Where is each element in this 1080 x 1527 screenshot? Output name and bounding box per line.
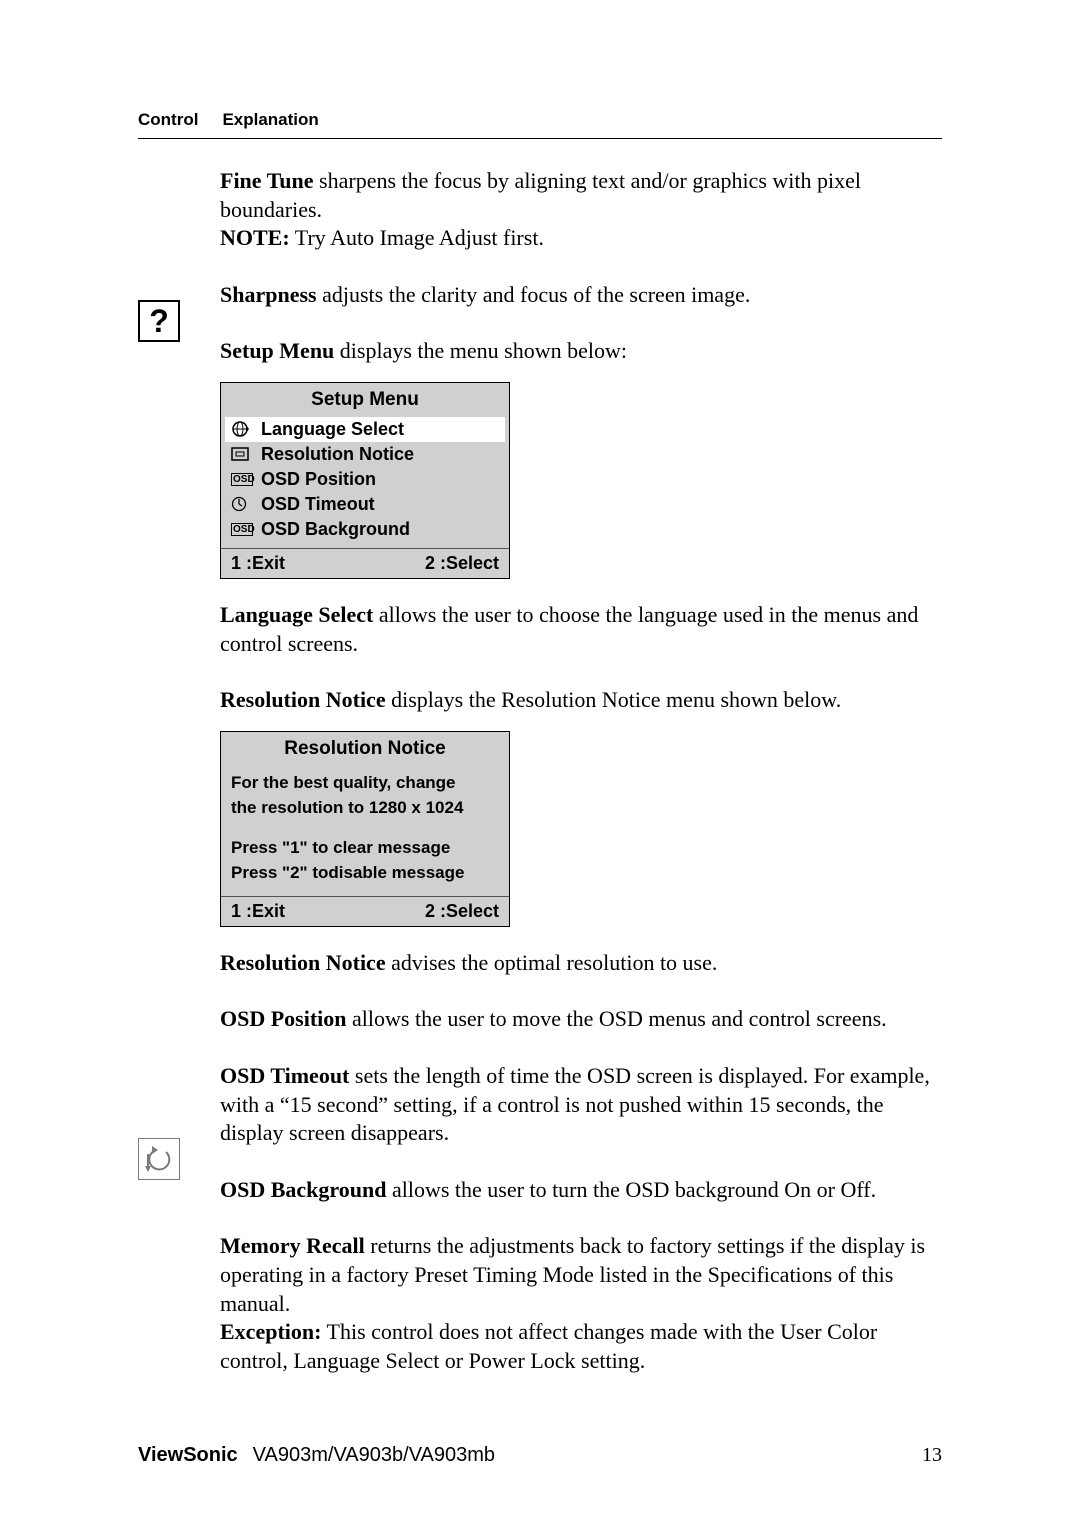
menu-item-label: OSD Position <box>261 469 376 490</box>
resolution-notice-intro: Resolution Notice displays the Resolutio… <box>220 686 942 715</box>
sharpness-paragraph: Sharpness adjusts the clarity and focus … <box>220 281 942 310</box>
header-control: Control <box>138 110 198 130</box>
menu-item-label: OSD Timeout <box>261 494 375 515</box>
menu-item-osd-background[interactable]: OSD OSD Background <box>225 517 505 542</box>
sharpness-text: adjusts the clarity and focus of the scr… <box>317 282 751 307</box>
setup-menu-panel: Setup Menu Language Select Resolution No… <box>220 382 510 579</box>
osd-background-paragraph: OSD Background allows the user to turn t… <box>220 1176 942 1205</box>
footer-exit[interactable]: 1 :Exit <box>231 553 285 574</box>
footer-select[interactable]: 2 :Select <box>425 901 499 922</box>
setup-menu-items: Language Select Resolution Notice OSD OS… <box>221 417 509 548</box>
fine-tune-text: sharpens the focus by aligning text and/… <box>220 168 861 222</box>
osd-timeout-paragraph: OSD Timeout sets the length of time the … <box>220 1062 942 1148</box>
osd-position-paragraph: OSD Position allows the user to move the… <box>220 1005 942 1034</box>
setup-menu-paragraph: Setup Menu displays the menu shown below… <box>220 337 942 366</box>
menu-item-resolution-notice[interactable]: Resolution Notice <box>225 442 505 467</box>
menu-item-label: Language Select <box>261 419 404 440</box>
menu-item-osd-timeout[interactable]: OSD Timeout <box>225 492 505 517</box>
footer-select[interactable]: 2 :Select <box>425 553 499 574</box>
table-header: Control Explanation <box>138 110 942 139</box>
setup-menu-label: Setup Menu <box>220 338 334 363</box>
memory-recall-icon <box>138 1138 180 1180</box>
setup-menu-footer: 1 :Exit 2 :Select <box>221 548 509 578</box>
osd-icon: OSD <box>231 473 253 486</box>
page-footer: ViewSonic VA903m/VA903b/VA903mb 13 <box>138 1444 942 1467</box>
memory-recall-label: Memory Recall <box>220 1233 365 1258</box>
menu-item-label: OSD Background <box>261 519 410 540</box>
note-label: NOTE: <box>220 225 290 250</box>
clock-icon <box>231 496 253 512</box>
osd-position-label: OSD Position <box>220 1006 347 1031</box>
res-line-2: the resolution to 1280 x 1024 <box>231 795 499 821</box>
resolution-notice-explain-label: Resolution Notice <box>220 950 386 975</box>
menu-item-label: Resolution Notice <box>261 444 414 465</box>
card-icon <box>231 447 253 461</box>
osd-background-text: allows the user to turn the OSD backgrou… <box>386 1177 876 1202</box>
osd-position-text: allows the user to move the OSD menus an… <box>347 1006 887 1031</box>
resolution-notice-title: Resolution Notice <box>221 732 509 766</box>
resolution-notice-label: Resolution Notice <box>220 687 386 712</box>
exception-label: Exception: <box>220 1319 321 1344</box>
resolution-notice-explain-text: advises the optimal resolution to use. <box>386 950 718 975</box>
resolution-notice-text: displays the Resolution Notice menu show… <box>386 687 842 712</box>
language-select-paragraph: Language Select allows the user to choos… <box>220 601 942 658</box>
setup-menu-title: Setup Menu <box>221 383 509 417</box>
footer-exit[interactable]: 1 :Exit <box>231 901 285 922</box>
footer-model: VA903m/VA903b/VA903mb <box>253 1444 495 1466</box>
osd-icon: OSD <box>231 523 253 536</box>
memory-recall-paragraph: Memory Recall returns the adjustments ba… <box>220 1232 942 1375</box>
header-explanation: Explanation <box>222 110 318 130</box>
osd-background-label: OSD Background <box>220 1177 386 1202</box>
fine-tune-label: Fine Tune <box>220 168 314 193</box>
setup-menu-text: displays the menu shown below: <box>334 338 627 363</box>
note-text: Try Auto Image Adjust first. <box>290 225 544 250</box>
sharpness-label: Sharpness <box>220 282 317 307</box>
question-icon: ? <box>138 300 180 342</box>
res-line-3: Press "1" to clear message <box>231 835 499 861</box>
menu-item-language-select[interactable]: Language Select <box>225 417 505 442</box>
fine-tune-paragraph: Fine Tune sharpens the focus by aligning… <box>220 167 942 253</box>
res-line-4: Press "2" todisable message <box>231 860 499 886</box>
res-line-1: For the best quality, change <box>231 770 499 796</box>
resolution-notice-panel: Resolution Notice For the best quality, … <box>220 731 510 927</box>
resolution-notice-explain: Resolution Notice advises the optimal re… <box>220 949 942 978</box>
footer-brand: ViewSonic <box>138 1444 238 1466</box>
page-number: 13 <box>922 1444 942 1467</box>
resolution-notice-body: For the best quality, change the resolut… <box>221 766 509 896</box>
globe-icon <box>231 420 253 438</box>
language-select-label: Language Select <box>220 602 373 627</box>
resolution-notice-footer: 1 :Exit 2 :Select <box>221 896 509 926</box>
menu-item-osd-position[interactable]: OSD OSD Position <box>225 467 505 492</box>
osd-timeout-label: OSD Timeout <box>220 1063 349 1088</box>
